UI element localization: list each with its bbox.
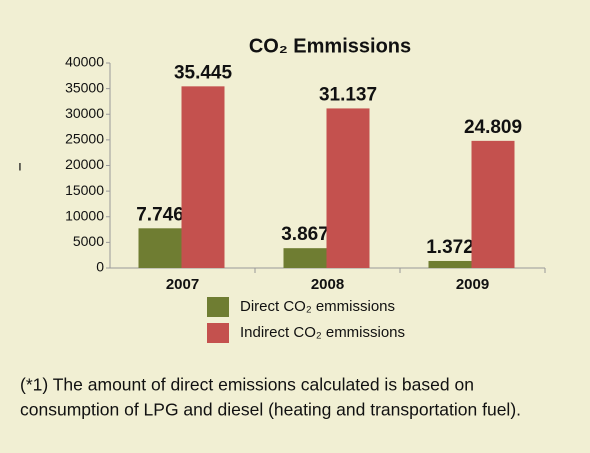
bar [428, 260, 472, 268]
x-tick-label: 2008 [311, 276, 344, 293]
value-label: 3.867 [281, 224, 329, 245]
y-tick-label: 25000 [65, 131, 104, 147]
y-tick-label: 10000 [65, 207, 104, 223]
bar [326, 108, 370, 268]
bar [471, 140, 515, 268]
bar [138, 228, 182, 268]
y-axis-label: ı [18, 158, 22, 174]
y-tick-label: 40000 [65, 54, 104, 70]
y-tick-label: 15000 [65, 182, 104, 198]
value-label: 31.137 [319, 84, 377, 105]
legend-label: Indirect CO₂ emmissions [240, 324, 405, 341]
legend-label: Direct CO₂ emmissions [240, 298, 395, 315]
legend-swatch [207, 323, 229, 343]
value-label: 7.746 [136, 204, 184, 225]
y-tick-label: 20000 [65, 156, 104, 172]
chart-title: CO₂ Emmissions [249, 35, 411, 57]
bar [283, 248, 327, 268]
footnote: consumption of LPG and diesel (heating a… [20, 400, 521, 420]
value-label: 1.372 [426, 237, 474, 258]
legend-swatch [207, 297, 229, 317]
y-tick-label: 0 [96, 259, 104, 275]
x-tick-label: 2009 [456, 276, 489, 293]
bar [181, 86, 225, 268]
value-label: 35.445 [174, 62, 233, 83]
y-tick-label: 5000 [73, 233, 104, 249]
value-label: 24.809 [464, 117, 522, 138]
y-tick-label: 35000 [65, 79, 104, 95]
y-tick-label: 30000 [65, 105, 104, 121]
footnote: (*1) The amount of direct emissions calc… [20, 375, 474, 395]
x-tick-label: 2007 [166, 276, 199, 293]
